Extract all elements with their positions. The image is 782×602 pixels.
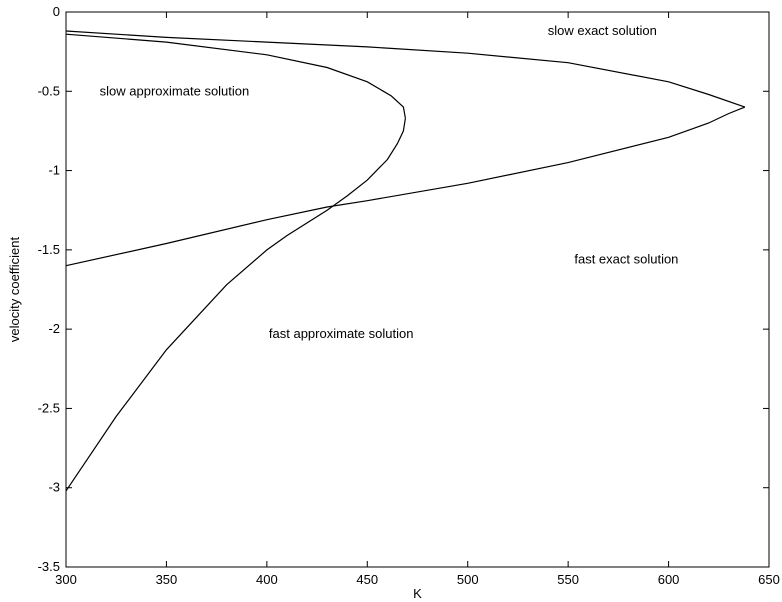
y-tick-label: -2.5: [38, 400, 60, 415]
x-axis-title: K: [413, 586, 422, 601]
y-tick-label: -3.5: [38, 559, 60, 574]
y-tick-label: 0: [53, 4, 60, 19]
y-tick-label: -2: [48, 321, 60, 336]
plot-frame: [65, 11, 770, 568]
axes: 300 350 400 450 500 550 600 650 0 -0.5 -1 -1.5 -2 -2.…: [38, 4, 780, 587]
x-tick-label: 350: [156, 572, 178, 587]
x-tick-label: 450: [356, 572, 378, 587]
y-tick-label: -3: [48, 480, 60, 495]
y-tick-label: -1.5: [38, 242, 60, 257]
series-line-1: [65, 30, 746, 108]
x-tick-label: 550: [557, 572, 579, 587]
x-tick-label: 400: [256, 572, 278, 587]
y-tick-label: -0.5: [38, 83, 60, 98]
x-tick-label: 650: [758, 572, 780, 587]
series-line-4: [65, 118, 406, 492]
annotation-1: slow exact solution: [548, 23, 657, 38]
y-tick-label: -1: [48, 163, 60, 178]
annotation-3: fast exact solution: [574, 251, 678, 266]
x-tick-label: 600: [658, 572, 680, 587]
x-tick-label: 500: [457, 572, 479, 587]
plot-area: slow exact solution slow approximate solu…: [65, 23, 746, 492]
y-axis-title: velocity coefficient: [7, 236, 22, 342]
series-line-3: [65, 33, 406, 119]
series-line-2: [65, 106, 746, 267]
annotation-4: fast approximate solution: [269, 326, 414, 341]
annotation-2: slow approximate solution: [100, 83, 250, 98]
x-tick-label: 300: [55, 572, 77, 587]
